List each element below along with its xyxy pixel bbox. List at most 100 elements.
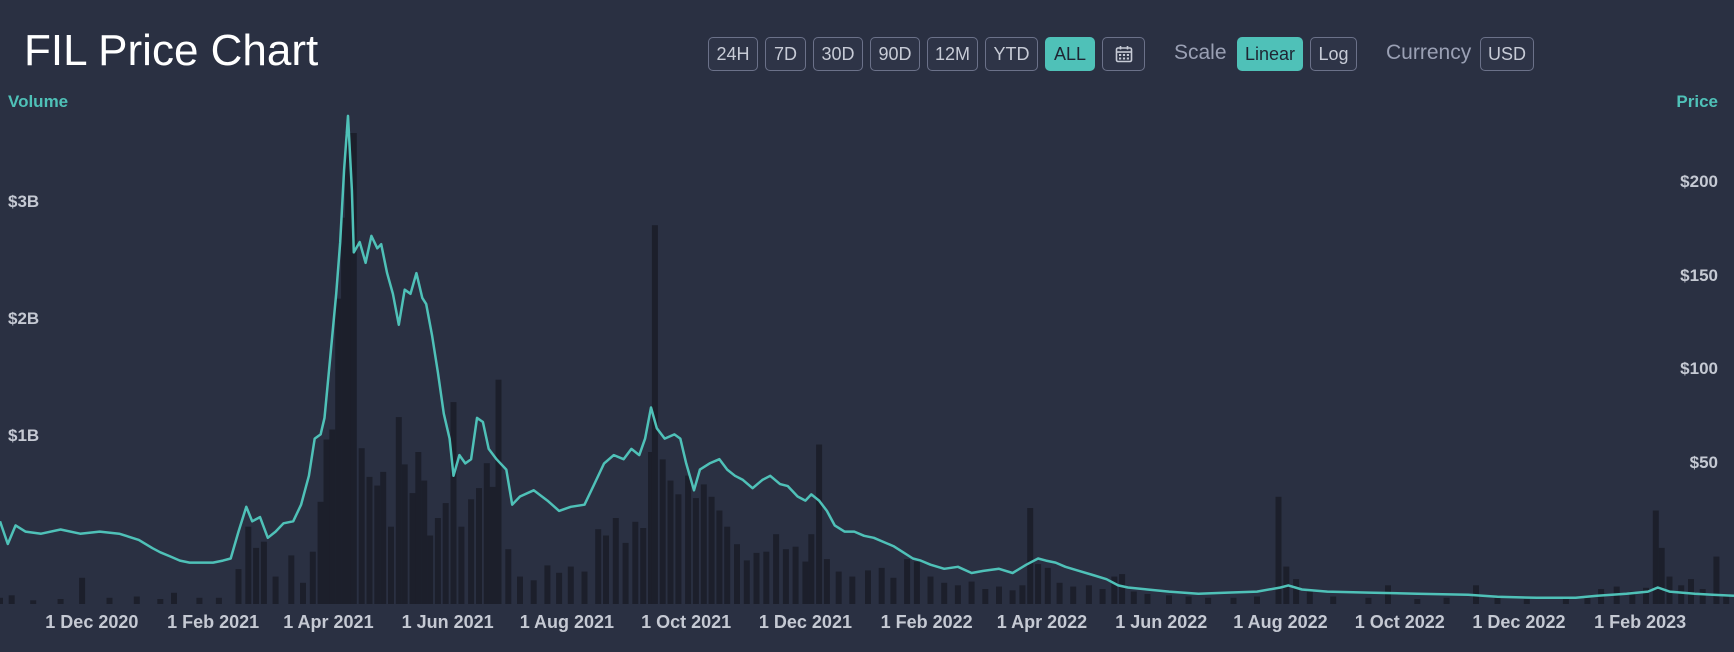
volume-bar: [1205, 597, 1212, 604]
volume-bar: [982, 589, 989, 604]
x-tick-label: 1 Dec 2022: [1472, 612, 1566, 632]
volume-bar: [1070, 586, 1077, 604]
range-24h-button[interactable]: 24H: [708, 37, 758, 71]
range-90d-button[interactable]: 90D: [870, 37, 920, 71]
volume-bar: [753, 552, 760, 604]
x-tick-label: 1 Aug 2021: [519, 612, 615, 632]
volume-bar: [489, 486, 496, 604]
volume-bar: [1056, 582, 1063, 604]
x-tick-label: 1 Apr 2021: [283, 612, 374, 632]
volume-bar: [612, 518, 619, 604]
volume-axis-title: Volume: [8, 92, 69, 111]
range-7d-button[interactable]: 7D: [765, 37, 806, 71]
volume-bar: [1144, 594, 1151, 604]
volume-bar: [1678, 585, 1685, 604]
scale-log-button[interactable]: Log: [1310, 37, 1357, 71]
currency-select[interactable]: USD: [1480, 37, 1534, 71]
x-tick-label: 1 Jun 2022: [1115, 612, 1208, 632]
range-12m-button[interactable]: 12M: [927, 37, 978, 71]
volume-bar: [8, 595, 15, 604]
range-ytd-button[interactable]: YTD: [985, 37, 1038, 71]
volume-bar: [245, 526, 252, 604]
volume-bar: [483, 463, 490, 604]
currency-label: Currency: [1386, 41, 1472, 64]
volume-bar: [409, 493, 416, 604]
volume-bar: [1713, 556, 1720, 604]
volume-bar: [341, 217, 348, 604]
volume-bar: [667, 480, 674, 604]
volume-bar: [171, 592, 177, 604]
volume-bar: [1099, 589, 1106, 604]
volume-bar: [802, 561, 809, 604]
x-tick-label: 1 Feb 2022: [880, 612, 973, 632]
volume-bar: [622, 542, 629, 604]
volume-bar: [196, 597, 203, 604]
volume-bar: [380, 471, 387, 604]
volume-bar: [450, 402, 457, 604]
volume-bar: [708, 496, 715, 604]
volume-bar: [476, 488, 482, 604]
volume-bar: [458, 526, 465, 604]
volume-bar: [1130, 591, 1137, 604]
volume-bar: [1254, 596, 1260, 604]
scale-label: Scale: [1174, 41, 1227, 64]
calendar-icon: [1115, 45, 1132, 63]
volume-bar: [808, 534, 815, 604]
x-tick-label: 1 Feb 2023: [1594, 612, 1687, 632]
volume-bar: [395, 417, 402, 604]
volume-bar: [700, 484, 707, 604]
date-range-button[interactable]: [1102, 37, 1145, 71]
volume-bar: [1652, 510, 1659, 604]
volume-bar: [415, 452, 422, 604]
volume-bar: [849, 576, 856, 604]
volume-bar: [556, 572, 563, 604]
volume-bar: [1658, 547, 1665, 604]
volume-bar: [1688, 579, 1694, 604]
volume-bar: [1562, 597, 1569, 604]
volume-bar: [603, 535, 609, 604]
volume-bar: [317, 501, 324, 604]
scale-linear-button[interactable]: Linear: [1237, 37, 1303, 71]
volume-bar: [941, 582, 948, 604]
x-tick-label: 1 Dec 2020: [45, 612, 139, 632]
volume-bar: [329, 429, 336, 604]
volume-bar: [835, 571, 842, 604]
x-tick-label: 1 Aug 2022: [1233, 612, 1328, 632]
x-tick-label: 1 Apr 2022: [996, 612, 1088, 632]
volume-bar: [388, 526, 394, 604]
volume-bar: [1306, 591, 1313, 604]
volume-bar: [0, 597, 3, 604]
volume-bar: [1699, 589, 1706, 604]
volume-bar: [1166, 595, 1172, 604]
volume-bar: [648, 452, 654, 604]
page-title: FIL Price Chart: [24, 26, 319, 75]
volume-bar: [1019, 585, 1026, 604]
volume-bar: [640, 528, 647, 604]
volume-bar: [345, 133, 351, 604]
volume-bar: [954, 585, 961, 604]
volume-bar: [913, 561, 920, 604]
volume-bar: [716, 510, 723, 604]
volume-bar: [309, 551, 316, 604]
volume-bar: [773, 534, 780, 604]
price-line-group: [0, 114, 1734, 600]
volume-bar: [253, 547, 260, 604]
volume-bar: [106, 597, 113, 604]
volume-bar: [743, 560, 750, 604]
volume-bar: [235, 569, 242, 604]
volume-bar: [692, 498, 699, 604]
range-30d-button[interactable]: 30D: [813, 37, 863, 71]
volume-bar: [544, 565, 551, 604]
volume-bar: [401, 464, 408, 604]
range-all-button[interactable]: ALL: [1045, 37, 1095, 71]
volume-bar: [734, 544, 740, 604]
volume-bar: [335, 298, 342, 604]
volume-bar: [581, 571, 588, 604]
volume-bar: [1185, 596, 1192, 604]
volume-bar: [300, 582, 306, 604]
volume-bar: [272, 576, 279, 604]
volume-bar: [1443, 597, 1450, 604]
volume-bar: [157, 599, 164, 604]
volume-bar: [323, 439, 330, 604]
